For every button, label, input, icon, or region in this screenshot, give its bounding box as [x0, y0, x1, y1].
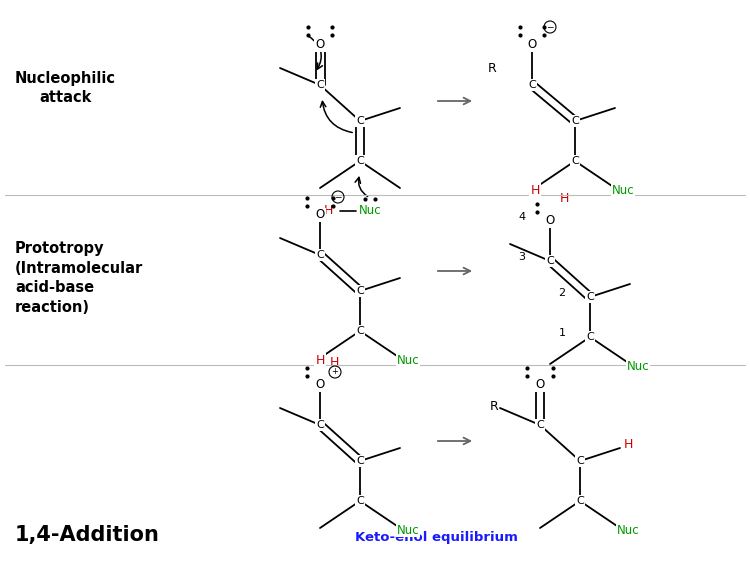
Text: C: C: [356, 496, 364, 506]
Text: −: −: [334, 193, 342, 202]
Text: C: C: [572, 156, 579, 166]
Text: C: C: [356, 286, 364, 296]
Text: O: O: [536, 378, 544, 391]
Text: 1,4-Addition: 1,4-Addition: [15, 525, 160, 545]
Text: H: H: [315, 354, 325, 367]
Text: C: C: [546, 256, 554, 266]
Text: 3: 3: [518, 252, 526, 262]
Text: Nuc: Nuc: [612, 184, 634, 196]
Text: Nuc: Nuc: [627, 360, 650, 373]
Text: C: C: [356, 156, 364, 166]
Text: H: H: [560, 193, 568, 205]
Text: R: R: [490, 400, 499, 413]
Text: O: O: [527, 38, 537, 51]
Text: 1: 1: [559, 328, 566, 338]
Text: C: C: [586, 332, 594, 342]
Text: C: C: [356, 326, 364, 336]
Text: Nuc: Nuc: [397, 354, 419, 367]
Text: O: O: [545, 215, 554, 227]
Text: C: C: [356, 116, 364, 126]
Text: Nuc: Nuc: [397, 524, 419, 537]
Text: O: O: [315, 378, 325, 391]
Text: C: C: [316, 80, 324, 90]
Text: +: +: [332, 368, 338, 377]
Text: C: C: [536, 420, 544, 430]
Text: H: H: [623, 437, 633, 450]
Text: C: C: [576, 496, 584, 506]
Text: O: O: [315, 208, 325, 221]
Text: R: R: [488, 61, 496, 74]
Text: O: O: [315, 38, 325, 51]
Text: C: C: [356, 456, 364, 466]
Text: Nuc: Nuc: [358, 204, 381, 217]
Text: C: C: [576, 456, 584, 466]
Text: C: C: [528, 80, 536, 90]
Text: Nucleophilic
attack: Nucleophilic attack: [15, 70, 116, 105]
Text: 2: 2: [559, 288, 566, 298]
Text: C: C: [586, 292, 594, 302]
Text: −: −: [546, 23, 554, 32]
Text: H: H: [329, 356, 339, 369]
Text: 4: 4: [518, 212, 526, 222]
Text: Prototropy
(Intramolecular
acid-base
reaction): Prototropy (Intramolecular acid-base rea…: [15, 241, 143, 315]
Text: C: C: [316, 250, 324, 260]
Text: Nuc: Nuc: [616, 524, 639, 537]
Text: H: H: [530, 184, 540, 196]
Text: H: H: [323, 204, 333, 217]
Text: C: C: [572, 116, 579, 126]
Text: Keto-enol equilibrium: Keto-enol equilibrium: [355, 531, 518, 544]
Text: C: C: [316, 420, 324, 430]
